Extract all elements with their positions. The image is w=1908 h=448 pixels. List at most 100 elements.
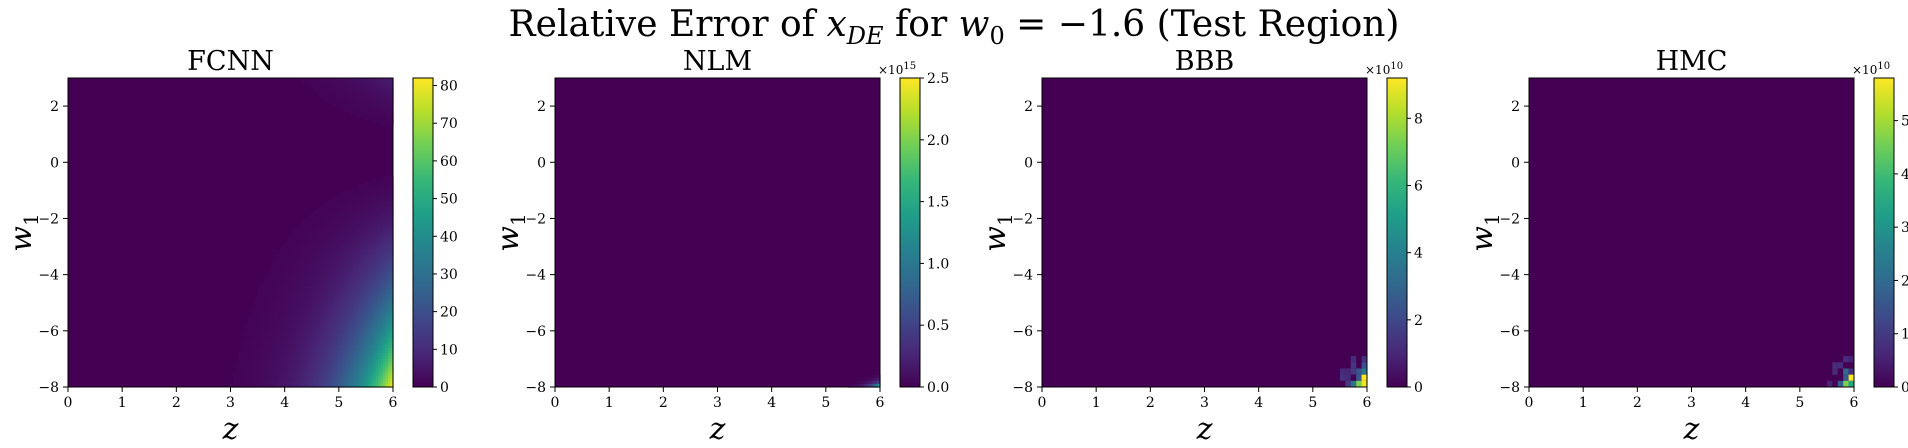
heatmap-cell	[315, 313, 319, 318]
heatmap-cell	[348, 86, 352, 90]
heatmap-cell	[313, 226, 317, 231]
heatmap-cell	[325, 350, 329, 354]
heatmap-cell	[353, 372, 357, 377]
heatmap-cell	[320, 361, 324, 366]
heatmap-cell	[380, 201, 384, 206]
panel-title: NLM	[683, 46, 752, 77]
heatmap-cell	[380, 269, 384, 273]
heatmap-cell	[345, 372, 349, 377]
heatmap-cell	[378, 229, 382, 234]
heatmap-cell	[358, 288, 362, 293]
heatmap-cell	[370, 89, 374, 93]
heatmap-cell	[353, 86, 357, 90]
heatmap-cell	[288, 249, 292, 253]
heatmap-cell	[278, 263, 282, 267]
heatmap-cell	[360, 305, 364, 309]
heatmap-cell	[380, 381, 384, 385]
heatmap-cell	[230, 384, 234, 388]
heatmap-cell	[368, 384, 372, 388]
heatmap-cell	[320, 367, 324, 371]
heatmap-cell	[328, 361, 332, 366]
panel-title: FCNN	[187, 46, 274, 77]
heatmap-cell	[310, 372, 314, 377]
heatmap-cell	[343, 193, 347, 197]
heatmap-cell	[338, 204, 342, 208]
heatmap-cell	[373, 92, 377, 96]
heatmap-cell	[345, 86, 349, 90]
heatmap-cell	[388, 179, 392, 183]
heatmap-cell	[328, 254, 332, 259]
heatmap-cell	[240, 350, 244, 354]
heatmap-cell	[295, 240, 299, 245]
heatmap-cell	[355, 80, 359, 85]
heatmap-cell	[288, 254, 292, 259]
heatmap-cell	[300, 364, 304, 368]
heatmap-cell	[323, 86, 327, 90]
heatmap-cell	[263, 378, 267, 382]
heatmap-cell	[380, 204, 384, 208]
heatmap-cell	[390, 78, 394, 82]
heatmap-cell	[285, 328, 289, 332]
heatmap-cell	[323, 271, 327, 276]
heatmap-cell	[255, 313, 259, 318]
heatmap-cell	[313, 240, 317, 245]
heatmap-cell	[360, 86, 364, 90]
heatmap-cell	[290, 350, 294, 354]
heatmap-cell	[325, 339, 329, 343]
heatmap-cell	[305, 305, 309, 309]
heatmap-cell	[320, 350, 324, 354]
heatmap-cell	[258, 384, 262, 388]
heatmap-cell	[278, 254, 282, 259]
heatmap-cell	[360, 271, 364, 276]
heatmap-cell	[325, 246, 329, 250]
heatmap-cell	[278, 249, 282, 253]
heatmap-cell	[285, 350, 289, 354]
heatmap-cell	[233, 384, 237, 388]
heatmap-cell	[268, 330, 272, 335]
heatmap-cell	[323, 347, 327, 352]
heatmap-cell	[263, 358, 267, 363]
heatmap-cell	[280, 350, 284, 354]
heatmap-cell	[380, 83, 384, 88]
heatmap-cell	[283, 313, 287, 318]
heatmap-cell	[338, 319, 342, 323]
heatmap-cell	[275, 302, 279, 307]
heatmap-cell	[250, 333, 254, 338]
heatmap-cell	[385, 94, 389, 99]
heatmap-cell	[310, 378, 314, 382]
heatmap-cell	[370, 229, 374, 234]
heatmap-cell	[288, 372, 292, 377]
heatmap-cell	[325, 378, 329, 382]
heatmap-cell	[290, 285, 294, 290]
heatmap-cell	[298, 252, 302, 256]
heatmap-cell	[273, 260, 277, 264]
heatmap-cell	[323, 339, 327, 343]
heatmap-cell	[255, 375, 259, 380]
heatmap-cell	[323, 381, 327, 385]
heatmap-cell	[383, 103, 387, 107]
heatmap-cell	[248, 325, 252, 329]
heatmap-cell	[345, 330, 349, 335]
heatmap-cell	[333, 218, 337, 222]
heatmap-cell	[260, 342, 264, 346]
heatmap-cell	[358, 94, 362, 99]
heatmap-cell	[320, 375, 324, 380]
heatmap-cell	[330, 280, 334, 284]
heatmap-cell	[363, 226, 367, 231]
heatmap-cell	[308, 325, 312, 329]
heatmap-cell	[250, 364, 254, 368]
heatmap-cell	[368, 212, 372, 217]
heatmap-cell	[368, 339, 372, 343]
heatmap-cell	[350, 271, 354, 276]
heatmap-cell	[365, 378, 369, 382]
heatmap-cell	[348, 364, 352, 368]
heatmap-cell	[340, 195, 344, 200]
heatmap-cell	[333, 100, 337, 104]
heatmap-cell	[375, 97, 379, 102]
heatmap-cell	[390, 260, 394, 264]
heatmap-cell	[315, 257, 319, 262]
heatmap-cell	[315, 240, 319, 245]
heatmap-cell	[328, 311, 332, 315]
heatmap-cell	[325, 221, 329, 225]
heatmap-cell	[330, 207, 334, 211]
